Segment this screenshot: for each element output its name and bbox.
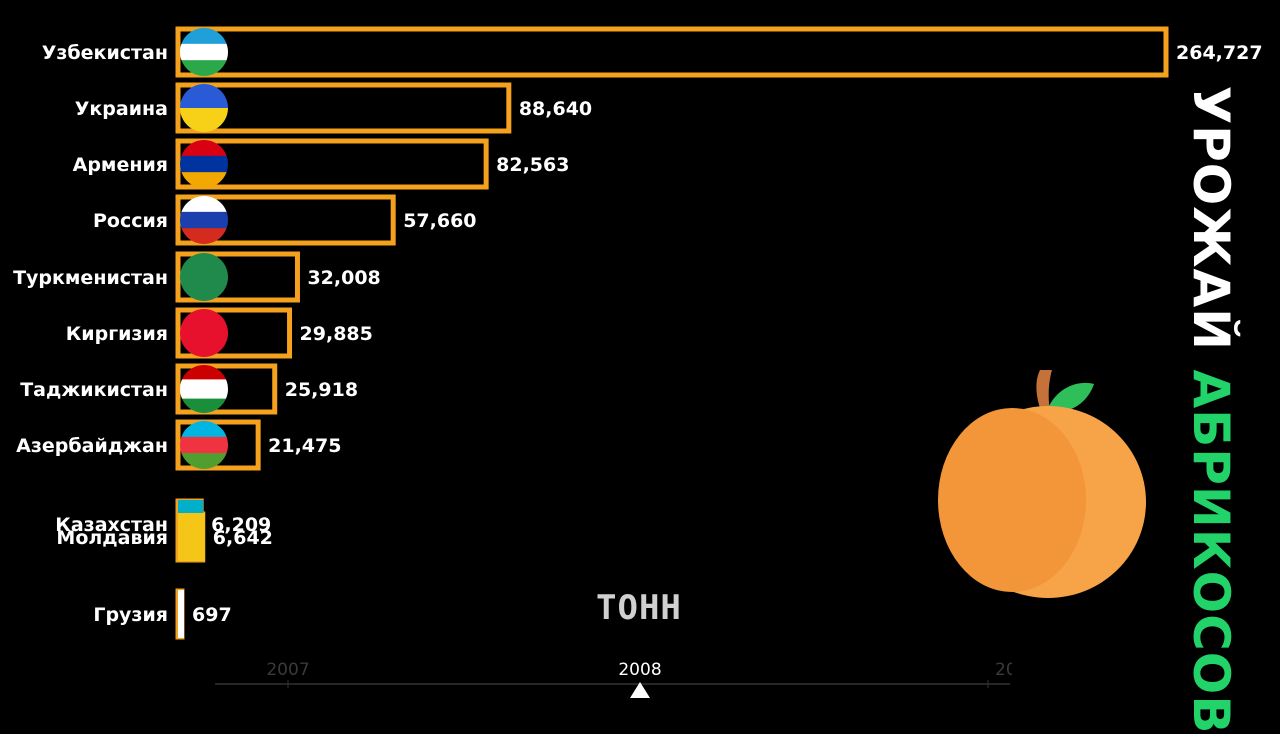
flag-icon-3 (180, 196, 228, 244)
timeline-year-prev[interactable]: 2007 (266, 660, 310, 680)
category-label: Грузия (93, 604, 168, 626)
value-label: 82,563 (496, 154, 569, 176)
category-label: Россия (93, 210, 168, 232)
flag-icon-9 (178, 513, 205, 561)
category-label: Армения (73, 154, 168, 176)
bar-0 (175, 26, 1169, 78)
labels-layer: Узбекистан 264,727 Украина 88,640 Армения 82,… (13, 42, 1262, 626)
value-label: 21,475 (268, 435, 341, 457)
timeline-year-current[interactable]: 2008 (618, 660, 662, 680)
bar-1 (175, 82, 512, 134)
value-label: 25,918 (285, 379, 358, 401)
timeline (215, 680, 1010, 698)
flag-icon-6 (180, 365, 228, 413)
category-label: Киргизия (66, 323, 168, 345)
side-title-word-2: АБРИКОСОВ (1182, 369, 1240, 734)
flag-icon-4 (180, 253, 228, 301)
timeline-year-next[interactable]: 200 (995, 660, 1012, 680)
apricot-icon (938, 370, 1146, 598)
value-label: 88,640 (519, 98, 592, 120)
side-title: УРОЖАЙ АБРИКОСОВ (1182, 86, 1240, 734)
flag-icon-10 (178, 590, 184, 638)
flag-icon-5 (180, 309, 228, 357)
bar-2 (175, 138, 489, 190)
category-label: Украина (75, 98, 168, 120)
category-label: Узбекистан (42, 42, 168, 64)
value-label: 6,642 (213, 527, 273, 549)
category-label: Молдавия (56, 527, 168, 549)
value-label: 6,209 (211, 514, 271, 536)
timeline-marker-icon[interactable] (630, 682, 650, 698)
value-label: 697 (192, 604, 232, 626)
side-title-word-1: УРОЖАЙ (1182, 85, 1240, 352)
unit-label: ТОНН (596, 588, 682, 628)
flags-layer (178, 28, 228, 638)
value-label: 29,885 (300, 323, 373, 345)
category-label: Азербайджан (16, 435, 168, 457)
category-label: Таджикистан (20, 379, 168, 401)
value-label: 32,008 (307, 267, 380, 289)
flag-icon-0 (180, 28, 228, 76)
flag-icon-2 (180, 140, 228, 188)
value-label: 264,727 (1176, 42, 1263, 64)
value-label: 57,660 (403, 210, 476, 232)
flag-icon-7 (180, 421, 228, 469)
category-label: Туркменистан (13, 267, 168, 289)
category-label: Казахстан (55, 514, 168, 536)
